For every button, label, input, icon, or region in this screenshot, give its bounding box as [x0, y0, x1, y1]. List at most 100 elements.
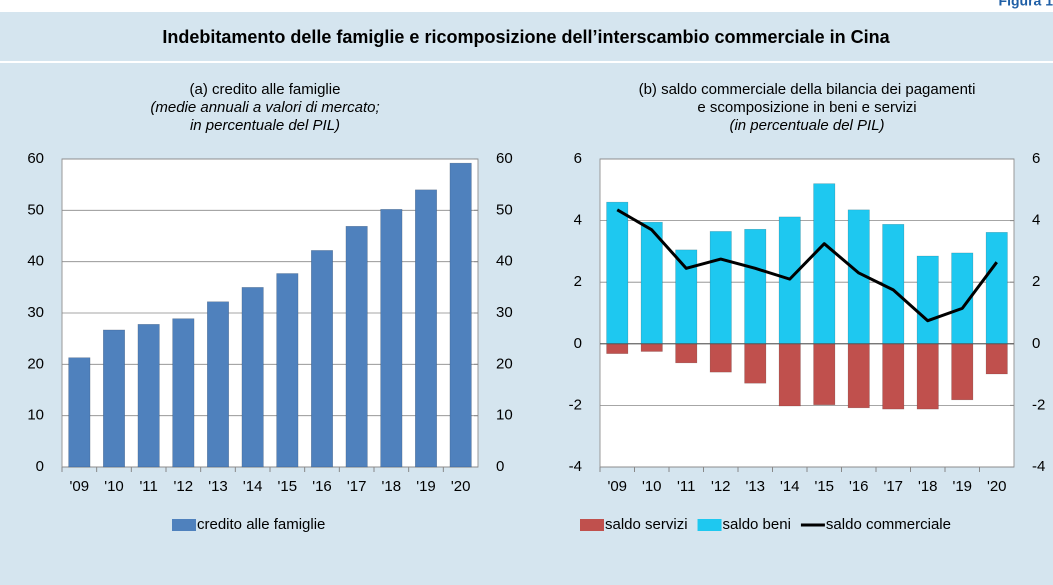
x-tick-label: '10 [642, 478, 662, 495]
bar [449, 162, 472, 468]
x-tick-label: '18 [382, 478, 402, 495]
x-tick-label: '18 [918, 478, 938, 495]
bar [709, 343, 732, 373]
legend-label: credito alle famiglie [197, 516, 325, 533]
bar [415, 189, 437, 468]
bar [985, 343, 1008, 375]
panel-subtitle: in percentuale del PIL) [190, 117, 340, 134]
bar [172, 318, 195, 468]
y2-tick-label: 50 [496, 201, 513, 218]
top-strip [0, 0, 1053, 12]
x-tick-label: '12 [174, 478, 194, 495]
y2-tick-label: 60 [496, 150, 513, 167]
bar [813, 183, 836, 345]
bar [847, 343, 870, 409]
bar [882, 224, 905, 345]
x-tick-label: '10 [104, 478, 124, 495]
panel-title: (b) saldo commerciale della bilancia dei… [639, 81, 976, 98]
bar [606, 201, 629, 345]
x-tick-label: '09 [607, 478, 627, 495]
bar [744, 228, 767, 345]
panel-title: e scomposizione in beni e servizi [697, 99, 916, 116]
bar [675, 249, 698, 345]
y-tick-label: 2 [574, 273, 582, 290]
x-tick-label: '15 [814, 478, 834, 495]
x-tick-label: '11 [139, 478, 157, 495]
x-tick-label: '20 [987, 478, 1007, 495]
bar [103, 329, 125, 468]
bar [916, 343, 939, 410]
x-tick-label: '17 [883, 478, 903, 495]
y-tick-label: -2 [569, 396, 582, 413]
x-tick-label: '13 [208, 478, 228, 495]
y2-tick-label: 6 [1032, 150, 1040, 167]
y2-tick-label: -2 [1032, 396, 1045, 413]
bar [640, 343, 663, 352]
line-series [616, 208, 998, 323]
panel-subtitle: (medie annuali a valori di mercato; [150, 99, 379, 116]
legend-label: saldo servizi [605, 516, 688, 533]
bar [778, 343, 801, 407]
x-tick-label: '16 [849, 478, 869, 495]
bar [709, 231, 732, 345]
bar [137, 324, 160, 468]
x-tick-label: '15 [278, 478, 298, 495]
x-tick-label: '19 [416, 478, 436, 495]
x-tick-label: '14 [780, 478, 800, 495]
bar [311, 250, 333, 468]
panel-title: (a) credito alle famiglie [190, 81, 341, 98]
x-tick-label: '14 [243, 478, 263, 495]
y2-tick-label: 0 [496, 458, 504, 475]
legend-swatch [697, 519, 722, 531]
x-tick-label: '13 [745, 478, 765, 495]
bar [675, 343, 698, 364]
figure-label: Figura 1 [999, 0, 1053, 9]
x-tick-label: '20 [451, 478, 471, 495]
y-tick-label: 30 [27, 304, 44, 321]
y-tick-label: 10 [27, 407, 44, 424]
y2-tick-label: 10 [496, 407, 513, 424]
x-tick-label: '19 [952, 478, 972, 495]
y2-tick-label: 30 [496, 304, 513, 321]
y-tick-label: 4 [574, 212, 582, 229]
y-tick-label: 60 [27, 150, 44, 167]
bar [951, 343, 974, 401]
y-tick-label: 6 [574, 150, 582, 167]
bar [68, 357, 91, 468]
legend-label: saldo commerciale [826, 516, 951, 533]
bar [241, 287, 264, 468]
panel-subtitle: (in percentuale del PIL) [729, 117, 884, 134]
x-tick-label: '12 [711, 478, 731, 495]
bar [345, 225, 368, 468]
y2-tick-label: 0 [1032, 335, 1040, 352]
y2-tick-label: 2 [1032, 273, 1040, 290]
bar [813, 343, 836, 406]
bar [916, 255, 939, 345]
y-tick-label: 40 [27, 253, 44, 270]
x-tick-label: '16 [312, 478, 332, 495]
bar [985, 232, 1008, 345]
y2-tick-label: -4 [1032, 458, 1045, 475]
y-tick-label: 50 [27, 201, 44, 218]
y-tick-label: -4 [569, 458, 582, 475]
y-tick-label: 20 [27, 355, 44, 372]
figure-title: Indebitamento delle famiglie e ricomposi… [162, 27, 890, 47]
bar [380, 209, 403, 468]
legend-label: saldo beni [723, 516, 791, 533]
bar [606, 343, 629, 354]
y2-tick-label: 20 [496, 355, 513, 372]
x-tick-label: '09 [70, 478, 90, 495]
bar [276, 273, 299, 468]
y2-tick-label: 4 [1032, 212, 1040, 229]
y-tick-label: 0 [574, 335, 582, 352]
y2-tick-label: 40 [496, 253, 513, 270]
bar [207, 301, 229, 468]
bar [882, 343, 905, 410]
bar [744, 343, 767, 384]
legend-swatch [172, 519, 196, 531]
legend-swatch [580, 519, 604, 531]
x-tick-label: '11 [677, 478, 695, 495]
y-tick-label: 0 [36, 458, 44, 475]
